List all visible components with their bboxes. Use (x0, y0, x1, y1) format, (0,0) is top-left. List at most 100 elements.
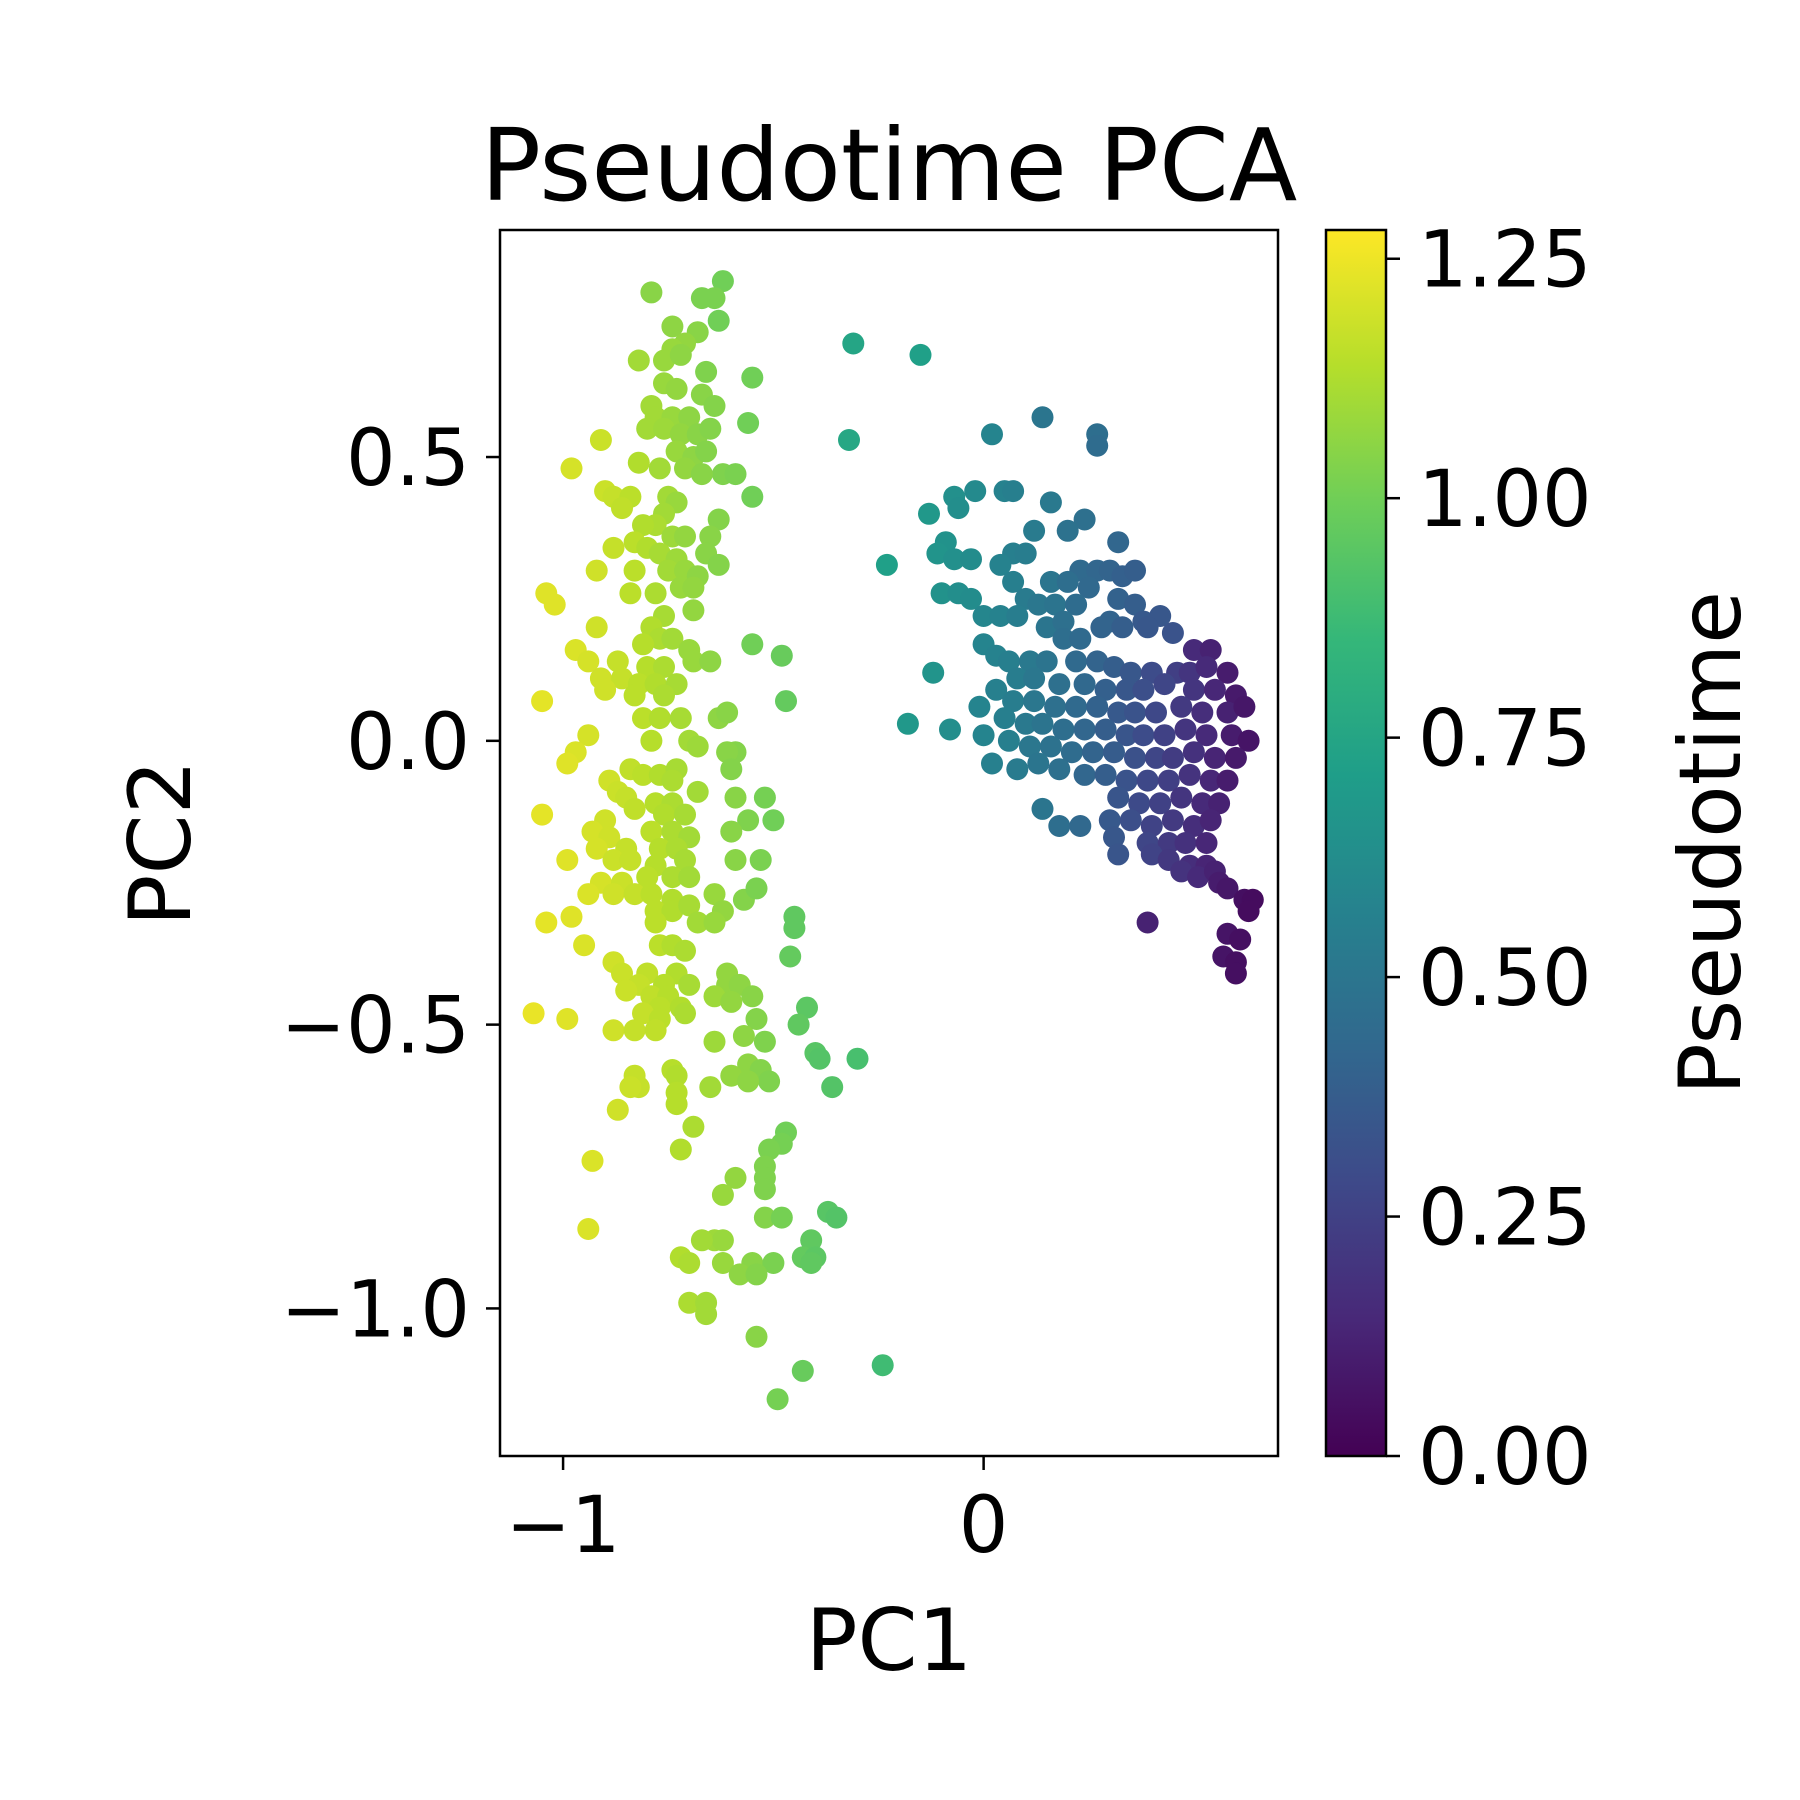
data-point (741, 633, 764, 656)
data-point (1149, 792, 1172, 815)
data-point (585, 837, 608, 860)
data-point (1145, 701, 1167, 724)
data-point (968, 695, 991, 718)
data-point (1065, 650, 1088, 673)
data-point (674, 1002, 696, 1025)
data-point (674, 525, 696, 548)
data-point (1039, 491, 1062, 514)
data-point (661, 866, 684, 889)
colorbar-tick-label: 1.25 (1418, 216, 1592, 306)
data-point (1115, 678, 1138, 701)
data-point (1136, 911, 1159, 934)
data-point (581, 1149, 604, 1172)
data-point (1044, 593, 1067, 616)
data-point (522, 1002, 545, 1025)
data-point (640, 883, 663, 906)
data-point (720, 820, 743, 843)
data-point (1174, 832, 1197, 854)
data-point (745, 1325, 768, 1348)
data-point (1216, 877, 1239, 900)
data-point (770, 1206, 793, 1229)
data-point (1065, 695, 1088, 718)
data-point (762, 1252, 785, 1274)
data-point (1203, 678, 1226, 701)
data-point (653, 417, 675, 440)
data-point (619, 582, 642, 605)
data-point (741, 485, 764, 508)
data-point (749, 849, 772, 871)
data-point (690, 463, 713, 486)
data-point (577, 650, 600, 673)
data-point (699, 650, 722, 673)
y-tick-label: 0.5 (346, 414, 470, 504)
data-point (1233, 695, 1256, 718)
data-point (1039, 570, 1062, 593)
data-point (669, 1138, 692, 1161)
data-point (1157, 832, 1180, 854)
x-axis: −1 0 (506, 1456, 1008, 1571)
data-point (724, 849, 747, 871)
x-axis-label: PC1 (806, 1591, 973, 1691)
data-point (594, 678, 617, 701)
data-point (989, 553, 1012, 576)
data-point (1048, 815, 1071, 837)
data-point (745, 877, 768, 900)
data-point (1052, 610, 1075, 633)
data-point (1199, 769, 1222, 792)
data-point (606, 1098, 629, 1121)
data-point (1182, 741, 1205, 764)
data-point (623, 684, 646, 707)
data-point (1220, 724, 1243, 747)
colorbar-tick-label: 0.00 (1418, 1413, 1592, 1503)
data-point (644, 582, 667, 605)
data-point (682, 576, 705, 599)
data-point (1023, 667, 1046, 690)
data-point (1107, 843, 1130, 866)
data-point (1031, 406, 1054, 429)
data-point (1237, 729, 1260, 752)
data-point (1086, 695, 1109, 718)
data-point (1094, 678, 1117, 701)
data-point (1073, 718, 1096, 741)
data-point (707, 553, 730, 576)
data-point (972, 605, 995, 627)
y-tick-label: 0.0 (346, 698, 470, 788)
data-point (1077, 576, 1100, 599)
data-point (632, 1002, 654, 1025)
data-point (1124, 701, 1146, 724)
data-point (699, 417, 722, 440)
data-point (1027, 752, 1050, 775)
data-point (690, 287, 713, 310)
y-axis-label: PC2 (111, 760, 211, 927)
data-point (1052, 627, 1075, 650)
colorbar (1326, 230, 1386, 1456)
data-point (665, 440, 688, 463)
data-point (1002, 480, 1025, 503)
data-point (909, 343, 932, 366)
data-point (716, 701, 739, 724)
data-point (1090, 616, 1113, 639)
data-point (1195, 724, 1218, 747)
data-point (737, 412, 760, 434)
data-point (1145, 746, 1167, 769)
data-point (556, 849, 579, 871)
data-point (682, 599, 705, 622)
data-point (1023, 690, 1046, 713)
data-point (1044, 695, 1067, 718)
data-point (1094, 718, 1117, 741)
data-point (669, 707, 692, 730)
data-point (653, 656, 675, 678)
colorbar-tick-label: 0.25 (1418, 1174, 1592, 1264)
data-point (1056, 519, 1079, 542)
data-point (602, 536, 625, 559)
data-point (783, 917, 806, 940)
data-point (1039, 735, 1062, 758)
data-point (695, 360, 718, 383)
data-point (682, 650, 705, 673)
data-point (758, 1070, 781, 1093)
data-point (703, 911, 726, 934)
data-point (1069, 815, 1092, 837)
data-point (648, 542, 671, 565)
data-point (682, 1115, 705, 1138)
